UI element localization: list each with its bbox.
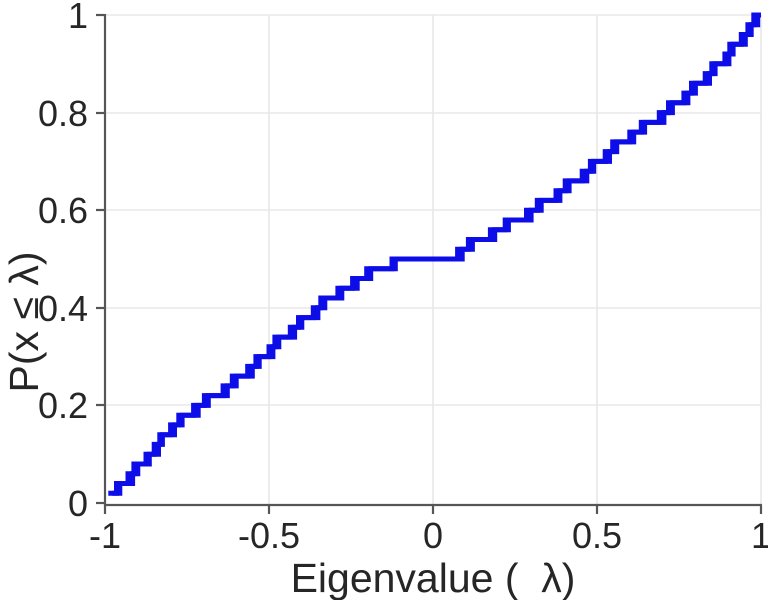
y-tick-label-0.2: 0.2 bbox=[38, 385, 88, 426]
x-axis-label: Eigenvalue ( λ) bbox=[291, 555, 576, 600]
x-tick-label-neg0.5: -0.5 bbox=[238, 515, 300, 556]
x-tick-label-neg1: -1 bbox=[89, 515, 121, 556]
y-tick-labels: 0 0.2 0.4 0.6 0.8 1 bbox=[38, 0, 88, 524]
cdf-curves bbox=[108, 12, 761, 496]
y-tick-label-1: 1 bbox=[68, 0, 88, 36]
x-tick-labels: -1 -0.5 0 0.5 1 bbox=[89, 515, 768, 556]
x-tick-label-1: 1 bbox=[751, 515, 768, 556]
x-tick-label-0: 0 bbox=[423, 515, 443, 556]
y-tick-label-0.4: 0.4 bbox=[38, 288, 88, 329]
gridlines bbox=[105, 14, 762, 505]
y-axis-label: P(x ≤ λ) bbox=[1, 252, 47, 393]
axes bbox=[96, 13, 763, 514]
y-tick-label-0.6: 0.6 bbox=[38, 190, 88, 231]
cdf-path-2 bbox=[112, 12, 761, 496]
cdf-path-1 bbox=[108, 12, 761, 496]
y-tick-label-0.8: 0.8 bbox=[38, 93, 88, 134]
x-tick-label-0.5: 0.5 bbox=[572, 515, 622, 556]
y-tick-label-0: 0 bbox=[68, 483, 88, 524]
